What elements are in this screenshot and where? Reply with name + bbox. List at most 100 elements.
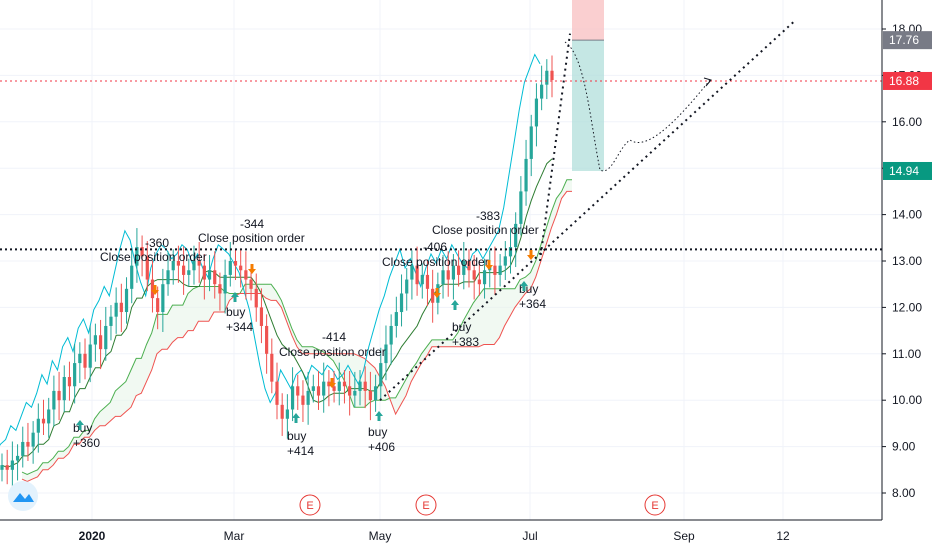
candle-body (301, 395, 305, 405)
annotation-label: -414 (322, 330, 346, 344)
candle-body (124, 288, 129, 313)
candle-body (104, 325, 108, 350)
candle-body (285, 409, 289, 419)
candle-body (5, 465, 9, 470)
candle-body (451, 265, 456, 280)
candle-body (31, 432, 35, 447)
candle-body (322, 381, 326, 396)
candle-body (15, 455, 20, 461)
span-b-line (21, 190, 572, 482)
annotation-label: -360 (145, 236, 169, 250)
annotation-label: Close position order (382, 255, 489, 269)
brand-logo-mark (13, 493, 34, 502)
candle-body (26, 441, 30, 447)
candle-body (52, 390, 56, 410)
sell-arrow-icon (328, 378, 336, 388)
candle-body (47, 409, 51, 424)
candle-body (265, 325, 269, 354)
candle-body (254, 288, 258, 308)
span-a-line (21, 179, 572, 475)
candle-body (405, 279, 409, 294)
sell-arrow-icon (485, 260, 493, 270)
candle-body (93, 335, 97, 345)
candles (0, 55, 554, 487)
candle-body (358, 381, 362, 391)
stop-zone (572, 0, 604, 41)
annotation-label: -344 (240, 217, 264, 231)
trend-line-steep (539, 33, 571, 262)
annotation-label: -383 (476, 209, 500, 223)
earnings-event-icon (415, 494, 437, 516)
annotation-label: buy (73, 421, 92, 435)
brand-logo-icon (8, 481, 38, 511)
annotation-value: +414 (287, 444, 314, 458)
price-tag (883, 161, 932, 180)
candle-body (130, 265, 134, 289)
candle-body (197, 261, 201, 266)
candle-body (477, 279, 481, 285)
annotation-label: -406 (423, 240, 447, 254)
candle-body (534, 98, 539, 127)
candle-body (529, 126, 533, 159)
candle-body (514, 223, 518, 248)
sell-arrow-icon (433, 288, 441, 298)
earnings-event-icon (299, 494, 321, 516)
annotation-label: buy (226, 305, 245, 319)
candle-body (389, 325, 393, 345)
candle-body (187, 270, 191, 275)
candle-body (316, 386, 321, 396)
price-tag (883, 31, 932, 50)
candle-body (363, 381, 367, 391)
candle-body (239, 265, 243, 271)
trend-line-lower (379, 18, 797, 401)
candle-body (368, 390, 372, 401)
sell-arrow-icon (151, 285, 159, 295)
time-tick-label: Jul (522, 529, 537, 543)
candle-body (223, 274, 227, 294)
candle-body (270, 353, 274, 382)
candle-body (135, 247, 139, 266)
buy-arrow-icon (292, 413, 300, 423)
candle-body (166, 270, 170, 285)
candle-body (519, 191, 523, 224)
annotation-value: +344 (226, 320, 253, 334)
candle-body (207, 270, 212, 280)
candle-body (119, 302, 123, 313)
candle-body (415, 265, 419, 285)
base-line (1, 158, 553, 469)
candle-body (78, 353, 82, 364)
time-tick-label: Sep (673, 529, 695, 543)
annotation-label: Close position order (279, 345, 386, 359)
annotation-label: Close position order (198, 231, 305, 245)
candle-body (259, 307, 264, 326)
candle-body (67, 377, 72, 387)
earnings-event-label: E (306, 500, 313, 512)
candle-body (446, 270, 450, 280)
candle-body (296, 386, 300, 396)
candle-body (311, 386, 315, 391)
candle-body (88, 344, 92, 368)
sell-arrow-icon (527, 250, 535, 260)
price-tag (883, 71, 932, 90)
candle-body (161, 284, 165, 313)
candle-body (472, 270, 476, 280)
candle-body (233, 261, 238, 266)
annotation-value: +383 (452, 335, 479, 349)
candle-body (228, 261, 232, 275)
candle-body (21, 441, 25, 456)
annotation-label: buy (368, 425, 387, 439)
candle-body (550, 70, 554, 81)
candle-body (182, 265, 186, 275)
candle-body (176, 261, 181, 266)
buy-arrow-icon (520, 281, 528, 291)
sell-arrow-icon (248, 264, 256, 274)
price-tick-label: 9.00 (892, 440, 916, 454)
candle-body (202, 265, 206, 280)
candle-body (498, 265, 502, 275)
candle-body (420, 274, 424, 285)
candle-body (290, 386, 295, 410)
candle-body (57, 390, 61, 401)
buy-arrow-icon (76, 420, 84, 430)
candle-body (98, 335, 103, 350)
